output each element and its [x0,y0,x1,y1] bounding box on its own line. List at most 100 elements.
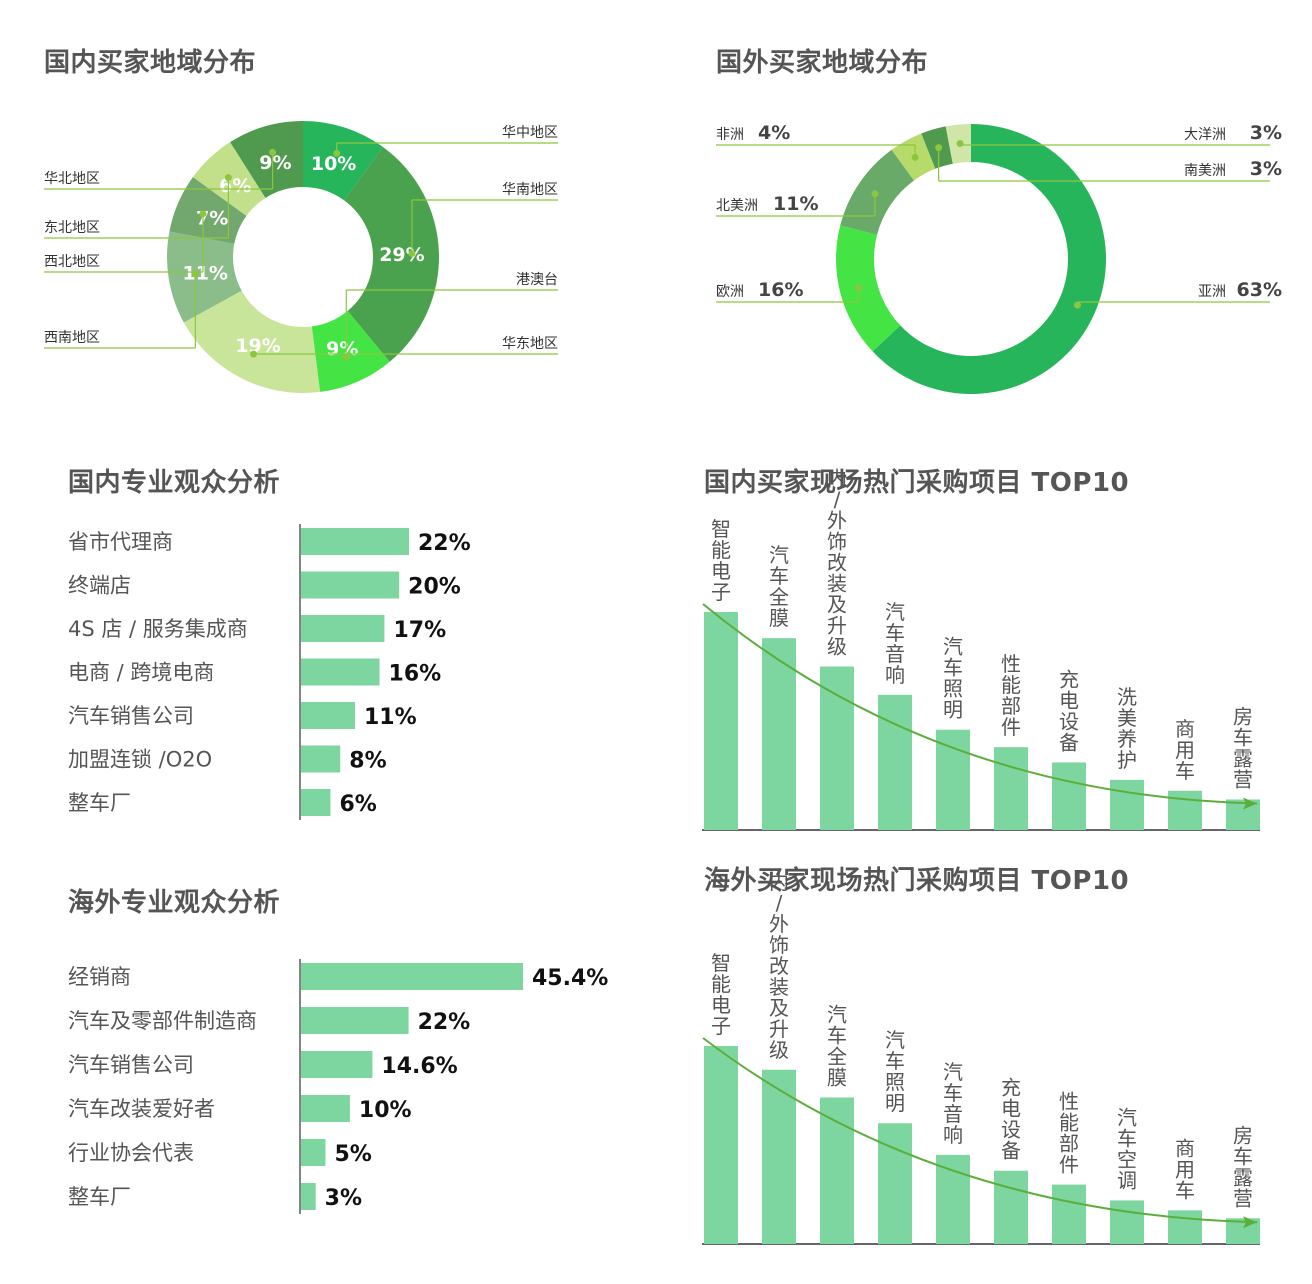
continent-percent-label: 63% [1237,279,1282,301]
bar-value-label: 14.6% [381,1054,457,1079]
domestic-top10-title: 国内买家现场热门采购项目 TOP10 [704,468,1130,498]
bar-category-label: 4S 店 / 服务集成商 [68,617,248,641]
continent-label: 亚洲 [1198,284,1226,300]
bar [1052,1184,1086,1244]
continent-label: 非洲 [716,127,744,143]
bar-category-label: 内/外饰改装及升级 [827,467,847,659]
region-label: 东北地区 [44,220,100,236]
foreign-region-title: 国外买家地域分布 [716,48,929,78]
continent-percent-label: 3% [1250,122,1282,144]
bar [301,1007,409,1034]
region-label: 西北地区 [44,254,100,270]
domestic-audience-panel: 国内专业观众分析 省市代理商 22% 终端店 20% 4S 店 / 服务集成商 17% 电商… [0,440,656,840]
bar-category-label: 汽车销售公司 [68,704,194,728]
bar-category-label: 汽车照明 [943,635,963,722]
bar [301,963,523,990]
slice-percent-label: 10% [311,153,356,175]
bar-value-label: 5% [334,1142,371,1167]
bar-category-label: 整车厂 [68,1185,131,1209]
bar-category-label: 商用车 [1175,1136,1195,1202]
bar-category-label: 汽车照明 [885,1028,905,1115]
bar-category-label: 加盟连锁 /O2O [68,748,212,772]
bar-category-label: 商用车 [1175,717,1195,783]
bar [1052,762,1086,830]
overseas-audience-title: 海外专业观众分析 [68,888,281,918]
bar-category-label: 汽车音响 [885,600,905,687]
continent-percent-label: 4% [758,122,790,144]
slice-percent-label: 29% [379,244,424,266]
donut-slice [303,121,383,201]
bar [936,1154,970,1244]
bar [301,571,400,599]
trend-arrow-icon [1243,797,1257,810]
bar-value-label: 45.4% [532,966,608,991]
trend-line [702,603,1258,805]
bar [301,789,331,816]
slice-percent-label: 6% [219,175,251,197]
donut-slice [230,121,303,198]
bar [878,1123,912,1244]
region-label: 华东地区 [502,336,558,352]
bar-category-label: 性能部件 [1059,1090,1079,1177]
bar-category-label: 充电设备 [1059,667,1079,754]
bar-value-label: 11% [364,705,417,730]
bar [994,1170,1028,1244]
donut-slice [167,231,242,323]
bar [301,1051,373,1078]
bar [1110,1200,1144,1244]
overseas-audience-panel: 海外专业观众分析 经销商 45.4% 汽车及零部件制造商 22% 汽车销售公司 14.6%… [0,860,656,1284]
region-label: 华南地区 [502,182,558,198]
bar-value-label: 3% [325,1186,362,1211]
bar-value-label: 10% [359,1098,412,1123]
bar [1168,790,1202,830]
bar-value-label: 8% [349,749,386,774]
bar-category-label: 电商 / 跨境电商 [68,661,214,685]
donut-slice [872,124,1106,394]
bar [878,694,912,830]
bar-category-label: 汽车音响 [943,1060,963,1147]
foreign-region-donut: 63% 亚洲 欧洲 16% 北美洲 11% 非洲 4% 3% 南美洲 3% 大洋洲 [716,122,1282,394]
bar-value-label: 17% [393,618,446,643]
bar-category-label: 内/外饰改装及升级 [769,870,789,1062]
bar-category-label: 终端店 [68,574,131,598]
bar [301,1095,350,1122]
bar [762,1069,796,1244]
bar-value-label: 22% [418,1010,471,1035]
bar-category-label: 汽车全膜 [827,1002,847,1089]
overseas-top10-title: 海外买家现场热门采购项目 TOP10 [704,866,1130,896]
bar-category-label: 经销商 [68,965,131,989]
continent-label: 南美洲 [1184,163,1226,179]
domestic-region-panel: 国内买家地域分布 10% 华中地区 29% 华南地区 9% 港澳台 19% 华东地区 11% 西南… [0,0,656,420]
continent-percent-label: 16% [758,279,803,301]
slice-percent-label: 19% [235,335,280,357]
trend-arrow-icon [1243,1216,1257,1229]
bar-value-label: 6% [339,792,376,817]
bar [820,1097,854,1244]
region-label: 华中地区 [502,125,558,141]
donut-slice [344,146,439,362]
bar [301,702,355,729]
bar [301,745,341,773]
domestic-region-title: 国内买家地域分布 [44,48,257,78]
bar-category-label: 整车厂 [68,791,131,815]
bar-value-label: 20% [408,575,461,600]
donut-slice [836,225,901,352]
continent-label: 北美洲 [716,198,758,214]
slice-percent-label: 9% [326,338,358,360]
region-label: 港澳台 [516,272,558,288]
overseas-audience-chart: 经销商 45.4% 汽车及零部件制造商 22% 汽车销售公司 14.6% 汽车改装爱好者 10… [68,959,608,1214]
bar-category-label: 省市代理商 [68,530,173,554]
domestic-audience-title: 国内专业观众分析 [68,468,281,498]
continent-percent-label: 3% [1250,158,1282,180]
bar-value-label: 22% [418,531,471,556]
bar [704,1046,738,1244]
bar-category-label: 汽车全膜 [769,543,789,630]
bar [704,612,738,830]
bar-category-label: 智能电子 [711,517,731,604]
slice-percent-label: 11% [182,262,227,284]
continent-label: 大洋洲 [1184,127,1226,143]
bar-category-label: 智能电子 [711,951,731,1038]
bar-category-label: 行业协会代表 [68,1141,194,1165]
